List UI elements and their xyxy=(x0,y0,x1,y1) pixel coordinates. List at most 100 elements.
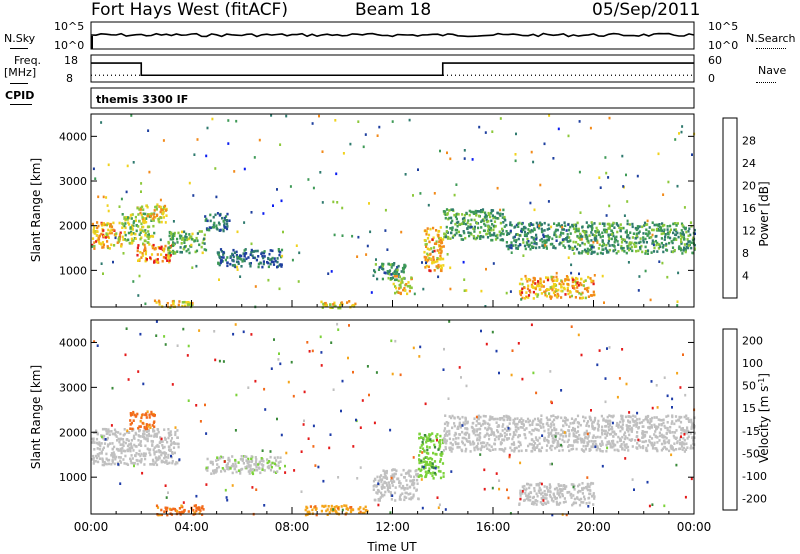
heatmap-cell xyxy=(425,472,428,476)
heatmap-cell xyxy=(595,226,598,230)
heatmap-cell xyxy=(563,416,566,419)
heatmap-cell xyxy=(232,332,235,336)
heatmap-cell xyxy=(432,477,435,480)
heatmap-cell xyxy=(542,280,545,283)
heatmap-cell xyxy=(635,249,638,253)
heatmap-cell xyxy=(139,211,142,215)
heatmap-cell xyxy=(145,220,148,224)
heatmap-cell xyxy=(170,508,173,512)
heatmap-cell xyxy=(653,443,656,446)
heatmap-cell xyxy=(558,484,561,488)
heatmap-cell xyxy=(138,258,141,261)
heatmap-cell xyxy=(96,447,99,450)
heatmap-cell xyxy=(124,441,127,445)
heatmap-cell xyxy=(605,243,608,247)
heatmap-cell xyxy=(547,489,550,492)
heatmap-cell xyxy=(327,505,330,508)
heatmap-cell xyxy=(112,221,115,225)
heatmap-cell xyxy=(627,425,630,428)
heatmap-cell xyxy=(515,233,517,236)
heatmap-cell xyxy=(178,458,181,461)
heatmap-cell xyxy=(545,449,548,452)
heatmap-cell xyxy=(607,440,611,443)
heatmap-cell xyxy=(666,426,669,430)
heatmap-cell xyxy=(566,240,569,243)
heatmap-cell xyxy=(666,421,669,424)
heatmap-cell xyxy=(426,445,429,448)
heatmap-cell xyxy=(640,244,643,248)
heatmap-cell xyxy=(643,224,646,227)
heatmap-cell xyxy=(526,237,529,241)
heatmap-cell xyxy=(132,449,135,452)
heatmap-cell xyxy=(160,513,163,517)
heatmap-cell xyxy=(123,238,127,241)
heatmap-cell xyxy=(219,248,223,251)
heatmap-cell xyxy=(458,366,461,369)
heatmap-cell xyxy=(576,221,579,225)
heatmap-cell xyxy=(660,237,663,240)
heatmap-cell xyxy=(163,445,166,449)
heatmap-cell xyxy=(562,228,565,231)
heatmap-cell xyxy=(514,153,517,156)
heatmap-cell xyxy=(645,228,648,232)
heatmap-cell xyxy=(410,276,413,279)
heatmap-cell xyxy=(466,420,469,424)
heatmap-cell xyxy=(545,493,548,497)
heatmap-cell xyxy=(431,462,434,465)
heatmap-cell xyxy=(594,445,597,449)
heatmap-cell xyxy=(567,256,570,259)
heatmap-cell xyxy=(272,204,274,207)
heatmap-cell xyxy=(362,145,365,149)
heatmap-cell xyxy=(578,433,581,437)
heatmap-cell xyxy=(181,510,184,514)
heatmap-cell xyxy=(224,215,228,218)
heatmap-cell xyxy=(673,436,676,439)
heatmap-cell xyxy=(592,492,595,495)
heatmap-cell xyxy=(547,223,550,227)
heatmap-cell xyxy=(125,216,128,219)
heatmap-cell xyxy=(113,432,116,436)
heatmap-cell xyxy=(538,224,541,228)
heatmap-cell xyxy=(147,448,150,451)
heatmap-cell xyxy=(655,435,658,439)
heatmap-cell xyxy=(687,246,690,250)
heatmap-cell xyxy=(141,413,144,416)
heatmap-cell xyxy=(442,368,445,371)
heatmap-cell xyxy=(612,221,615,225)
heatmap-cell xyxy=(683,206,686,209)
heatmap-cell xyxy=(623,250,626,253)
heatmap-cell xyxy=(589,294,593,297)
heatmap-cell xyxy=(564,420,567,423)
heatmap-cell xyxy=(333,301,336,305)
heatmap-cell xyxy=(393,480,396,483)
heatmap-cell xyxy=(149,448,152,451)
heatmap-cell xyxy=(638,230,641,233)
heatmap-cell xyxy=(634,439,637,442)
heatmap-cell xyxy=(315,507,318,510)
heatmap-cell xyxy=(511,437,514,441)
heatmap-cell xyxy=(130,421,133,425)
heatmap-cell xyxy=(276,188,278,191)
heatmap-cell xyxy=(130,237,133,241)
heatmap-cell xyxy=(241,260,244,263)
heatmap-cell xyxy=(631,418,634,421)
heatmap-cell xyxy=(108,458,111,462)
heatmap-cell xyxy=(486,229,490,233)
heatmap-cell xyxy=(611,427,614,431)
heatmap-cell xyxy=(648,226,651,229)
heatmap-cell xyxy=(117,431,120,434)
heatmap-cell xyxy=(200,506,204,510)
heatmap-cell xyxy=(608,204,611,208)
heatmap-cell xyxy=(393,491,397,495)
heatmap-cell xyxy=(167,456,170,459)
heatmap-cell xyxy=(281,254,284,258)
heatmap-cell xyxy=(444,414,447,417)
heatmap-cell xyxy=(375,485,378,488)
heatmap-cell xyxy=(166,513,169,517)
heatmap-cell xyxy=(395,271,398,274)
heatmap-cell xyxy=(93,247,96,250)
heatmap-cell xyxy=(390,277,393,281)
heatmap-cell xyxy=(692,439,695,442)
power-ylabel: Slant Range [km] xyxy=(29,158,43,262)
heatmap-cell xyxy=(116,448,120,451)
